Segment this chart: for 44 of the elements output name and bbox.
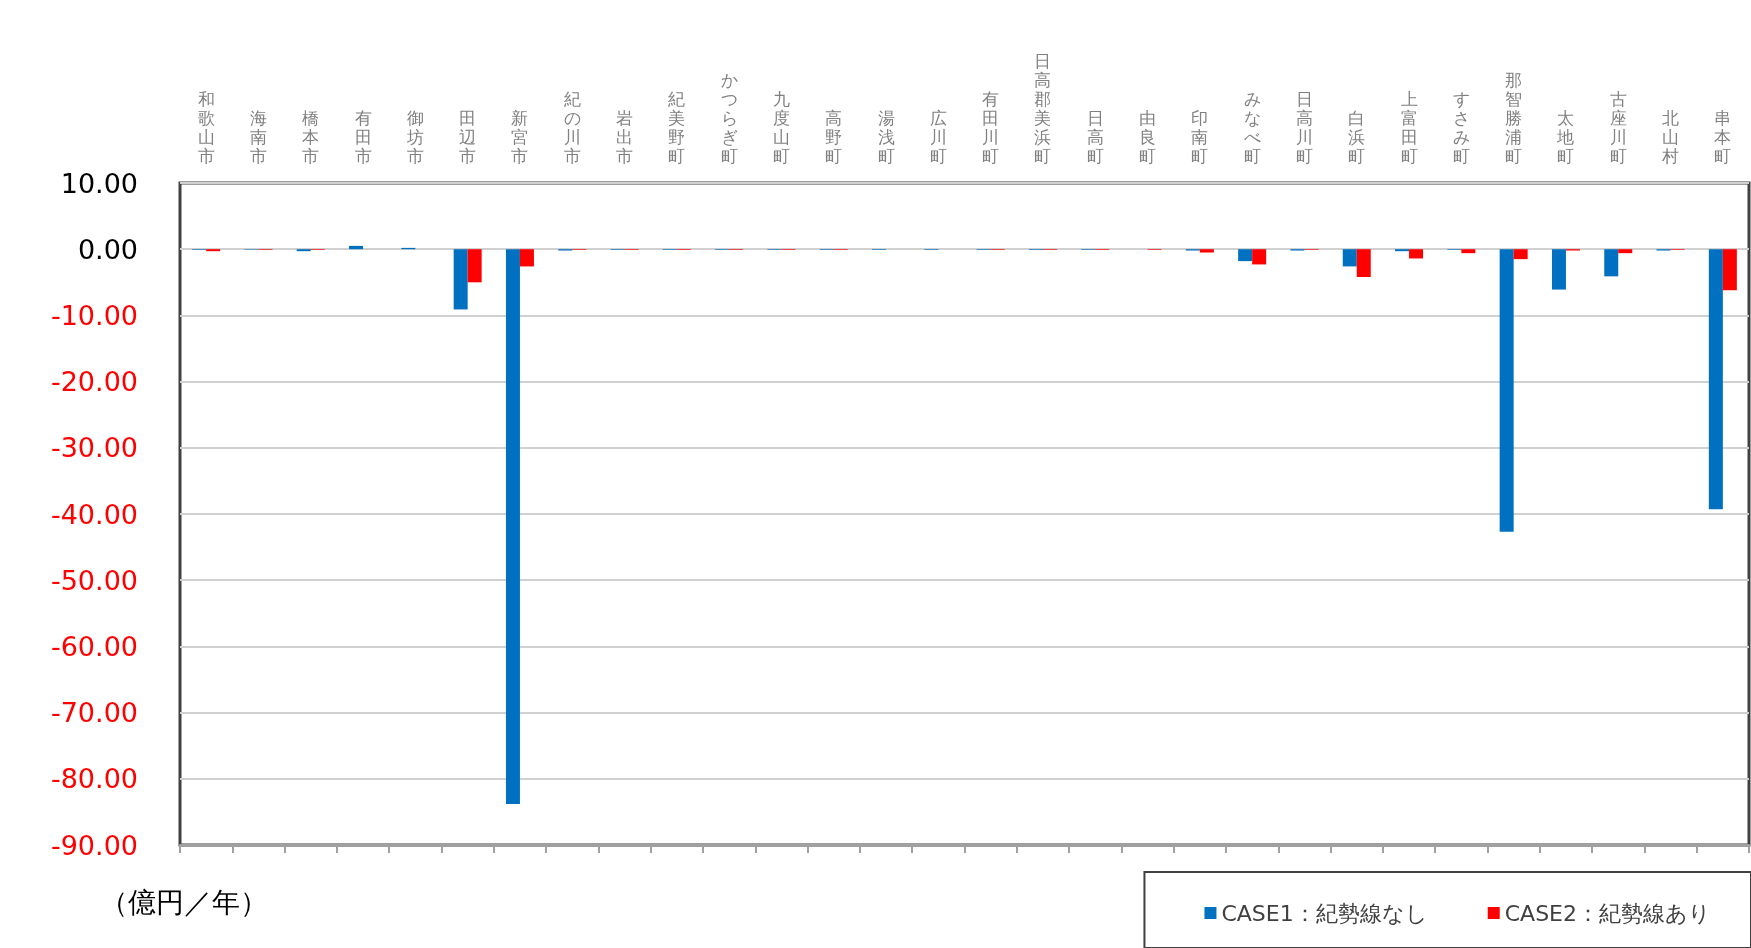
x-tick-label: 広川町 bbox=[929, 107, 947, 166]
x-tick-label: 北山村 bbox=[1661, 107, 1680, 166]
x-tick-label: 印南町 bbox=[1191, 107, 1209, 166]
x-tick-label: 田辺市 bbox=[459, 107, 477, 166]
x-tick-label: 橋本市 bbox=[302, 107, 320, 166]
y-tick-label: 10.00 bbox=[60, 167, 138, 199]
y-tick-label: -50.00 bbox=[50, 564, 138, 596]
y-axis-title: （億円／年） bbox=[100, 885, 268, 919]
x-tick-label: 日高川町 bbox=[1295, 88, 1313, 166]
y-tick-label: -10.00 bbox=[50, 299, 138, 331]
x-tick-label: 那智勝浦町 bbox=[1505, 69, 1523, 166]
x-tick-label: 日高町 bbox=[1086, 107, 1104, 166]
x-tick-label: 新宮市 bbox=[511, 107, 529, 166]
legend-label: CASE2：紀勢線あり bbox=[1504, 900, 1712, 926]
x-tick-label: 御坊市 bbox=[405, 107, 424, 166]
x-tick-label: 日高郡美浜町 bbox=[1034, 50, 1052, 166]
x-tick-label: 海南市 bbox=[249, 107, 267, 166]
y-tick-label: -90.00 bbox=[50, 829, 138, 861]
x-tick-label: 紀美野町 bbox=[668, 88, 686, 166]
x-tick-label: すさみ町 bbox=[1452, 88, 1470, 166]
x-tick-label: 上富田町 bbox=[1400, 88, 1418, 166]
y-tick-label: -30.00 bbox=[50, 432, 138, 464]
x-tick-label: 九度山町 bbox=[772, 88, 790, 166]
x-tick-label: 太地町 bbox=[1556, 107, 1575, 166]
y-tick-label: -60.00 bbox=[50, 630, 138, 662]
x-tick-label: 有田川町 bbox=[982, 88, 1000, 166]
x-tick-label: みなべ町 bbox=[1243, 88, 1261, 166]
y-tick-label: -70.00 bbox=[50, 697, 138, 729]
x-tick-label: 有田市 bbox=[354, 107, 372, 166]
y-tick-label: -80.00 bbox=[50, 763, 138, 795]
x-tick-label: 和歌山市 bbox=[197, 88, 215, 166]
x-tick-label: 古座川町 bbox=[1609, 88, 1627, 166]
x-tick-label: 紀の川市 bbox=[563, 88, 581, 166]
x-tick-label: 白浜町 bbox=[1348, 107, 1366, 166]
x-tick-label: 湯浅町 bbox=[877, 107, 895, 166]
x-tick-label: 串本町 bbox=[1714, 107, 1732, 166]
y-tick-label: -20.00 bbox=[50, 366, 138, 398]
y-tick-label: -40.00 bbox=[50, 498, 138, 530]
legend-label: CASE1：紀勢線なし bbox=[1221, 900, 1428, 926]
x-tick-label: かつらぎ町 bbox=[720, 69, 738, 166]
x-tick-label: 高野町 bbox=[825, 107, 843, 166]
x-tick-label: 由良町 bbox=[1139, 107, 1157, 166]
x-tick-label: 岩出市 bbox=[616, 107, 634, 166]
y-tick-label: 0.00 bbox=[77, 233, 138, 265]
